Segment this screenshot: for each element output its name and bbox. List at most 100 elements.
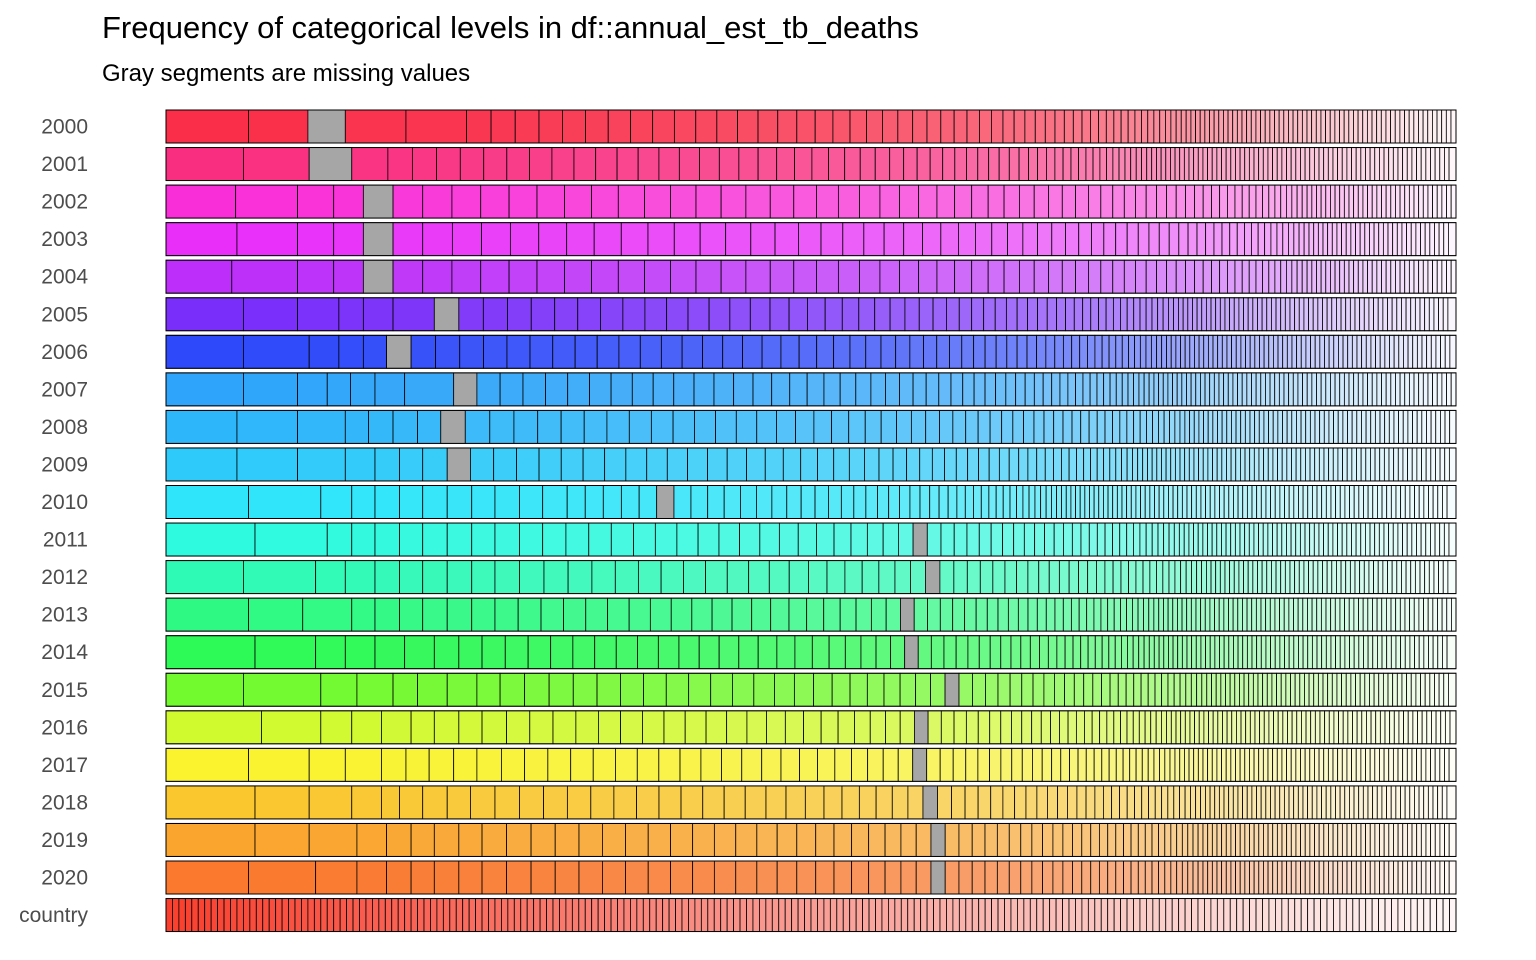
bar-segment — [1212, 710, 1219, 745]
bar-segment — [1145, 334, 1152, 369]
bar-segment — [684, 710, 707, 745]
bar-segment — [1237, 785, 1243, 820]
bar-segment — [1083, 672, 1094, 707]
bar-segment — [1369, 522, 1376, 557]
bar-segment — [1075, 184, 1089, 219]
bar-segment — [1073, 672, 1085, 707]
bar-segment — [458, 710, 483, 745]
bar-segment — [1220, 672, 1226, 707]
bar-segment — [1213, 222, 1223, 257]
bar-segment — [665, 672, 690, 707]
bar-segment — [1168, 560, 1176, 594]
bar-segment — [1388, 860, 1394, 895]
bar-segment — [1316, 184, 1322, 219]
bar-segment — [540, 597, 564, 632]
bar-segment — [658, 147, 680, 181]
row-label-2016: 2016 — [41, 716, 88, 739]
bar-segment — [673, 485, 692, 519]
missing-segment — [307, 109, 346, 144]
missing-segment — [386, 334, 412, 369]
bar-segment — [392, 259, 424, 294]
bar-segment — [593, 222, 622, 257]
row-label-country: country — [19, 904, 88, 927]
bar-segment — [507, 297, 532, 332]
bar-segment — [1038, 560, 1050, 594]
bar-segment — [636, 747, 660, 782]
bar-segment — [1054, 597, 1064, 632]
bar-segment — [964, 597, 977, 632]
bar-segment — [888, 485, 900, 519]
bar-segment — [1444, 860, 1450, 895]
bar-segment — [1156, 560, 1164, 594]
bar-segment — [1179, 672, 1187, 707]
bar-segment — [1140, 672, 1149, 707]
bar-segment — [1395, 259, 1401, 294]
bar-segment — [1314, 409, 1321, 444]
bar-segment — [1281, 522, 1287, 557]
bar-segment — [1355, 860, 1362, 895]
bar-segment — [1342, 447, 1348, 482]
bar-segment — [885, 597, 901, 632]
bar-segment — [1407, 447, 1413, 482]
bar-segment — [506, 147, 530, 181]
bar-segment — [811, 635, 830, 670]
bar-segment — [1376, 597, 1383, 632]
bar-segment — [598, 710, 621, 745]
bar-segment — [977, 785, 992, 820]
bar-segment — [1181, 372, 1187, 407]
bar-segment — [1142, 560, 1151, 594]
bar-segment — [836, 898, 844, 932]
chart-subtitle: Gray segments are missing values — [102, 60, 471, 87]
bar-segment — [1286, 747, 1292, 782]
bar-segment — [780, 334, 800, 369]
bar-segment — [1385, 259, 1392, 294]
bar-segment — [1133, 898, 1141, 932]
bar-segment — [1414, 560, 1421, 594]
bar-segment — [1253, 823, 1260, 857]
bar-segment — [1444, 747, 1450, 782]
bar-segment — [1420, 747, 1427, 782]
bar-segment — [1322, 222, 1329, 257]
bar-segment — [1236, 710, 1242, 745]
bar-segment — [392, 184, 424, 219]
bar-segment — [788, 597, 808, 632]
bar-segment — [1134, 785, 1143, 820]
bar-segment — [1090, 109, 1099, 144]
bar-segment — [816, 184, 839, 219]
bar-segment — [1062, 823, 1073, 857]
bar-segment — [964, 785, 979, 820]
bar-segment — [1228, 635, 1234, 670]
bar-segment — [1096, 409, 1106, 444]
bar-segment — [1068, 447, 1077, 482]
bar-segment — [698, 635, 720, 670]
bar-segment — [1005, 297, 1018, 332]
bar-segment — [1019, 259, 1035, 294]
bar-segment — [1379, 409, 1386, 444]
bar-segment — [1317, 222, 1324, 257]
bar-segment — [1318, 747, 1325, 782]
bar-segment — [1046, 297, 1057, 332]
bar-segment — [471, 560, 496, 594]
bar-segment — [1219, 184, 1228, 219]
bar-segment — [577, 297, 601, 332]
bar-segment — [984, 898, 993, 932]
bar-segment — [1434, 860, 1441, 895]
bar-segment — [578, 823, 603, 857]
bar-segment — [1251, 222, 1259, 257]
bar-segment — [1179, 409, 1186, 444]
bar-segment — [494, 485, 520, 519]
bar-segment — [944, 823, 960, 857]
bar-segment — [1379, 747, 1385, 782]
bar-segment — [1350, 672, 1356, 707]
bar-segment — [1112, 560, 1122, 594]
bar-segment — [1223, 109, 1229, 144]
bar-segment — [1388, 823, 1394, 857]
bar-segment — [1437, 635, 1443, 670]
bar-segment — [1163, 485, 1169, 519]
bar-segment — [1396, 560, 1402, 594]
bar-segment — [297, 184, 335, 219]
bar-segment — [939, 409, 954, 444]
bar-segment — [392, 409, 418, 444]
bar-segment — [451, 222, 483, 257]
bar-segment — [223, 898, 231, 932]
